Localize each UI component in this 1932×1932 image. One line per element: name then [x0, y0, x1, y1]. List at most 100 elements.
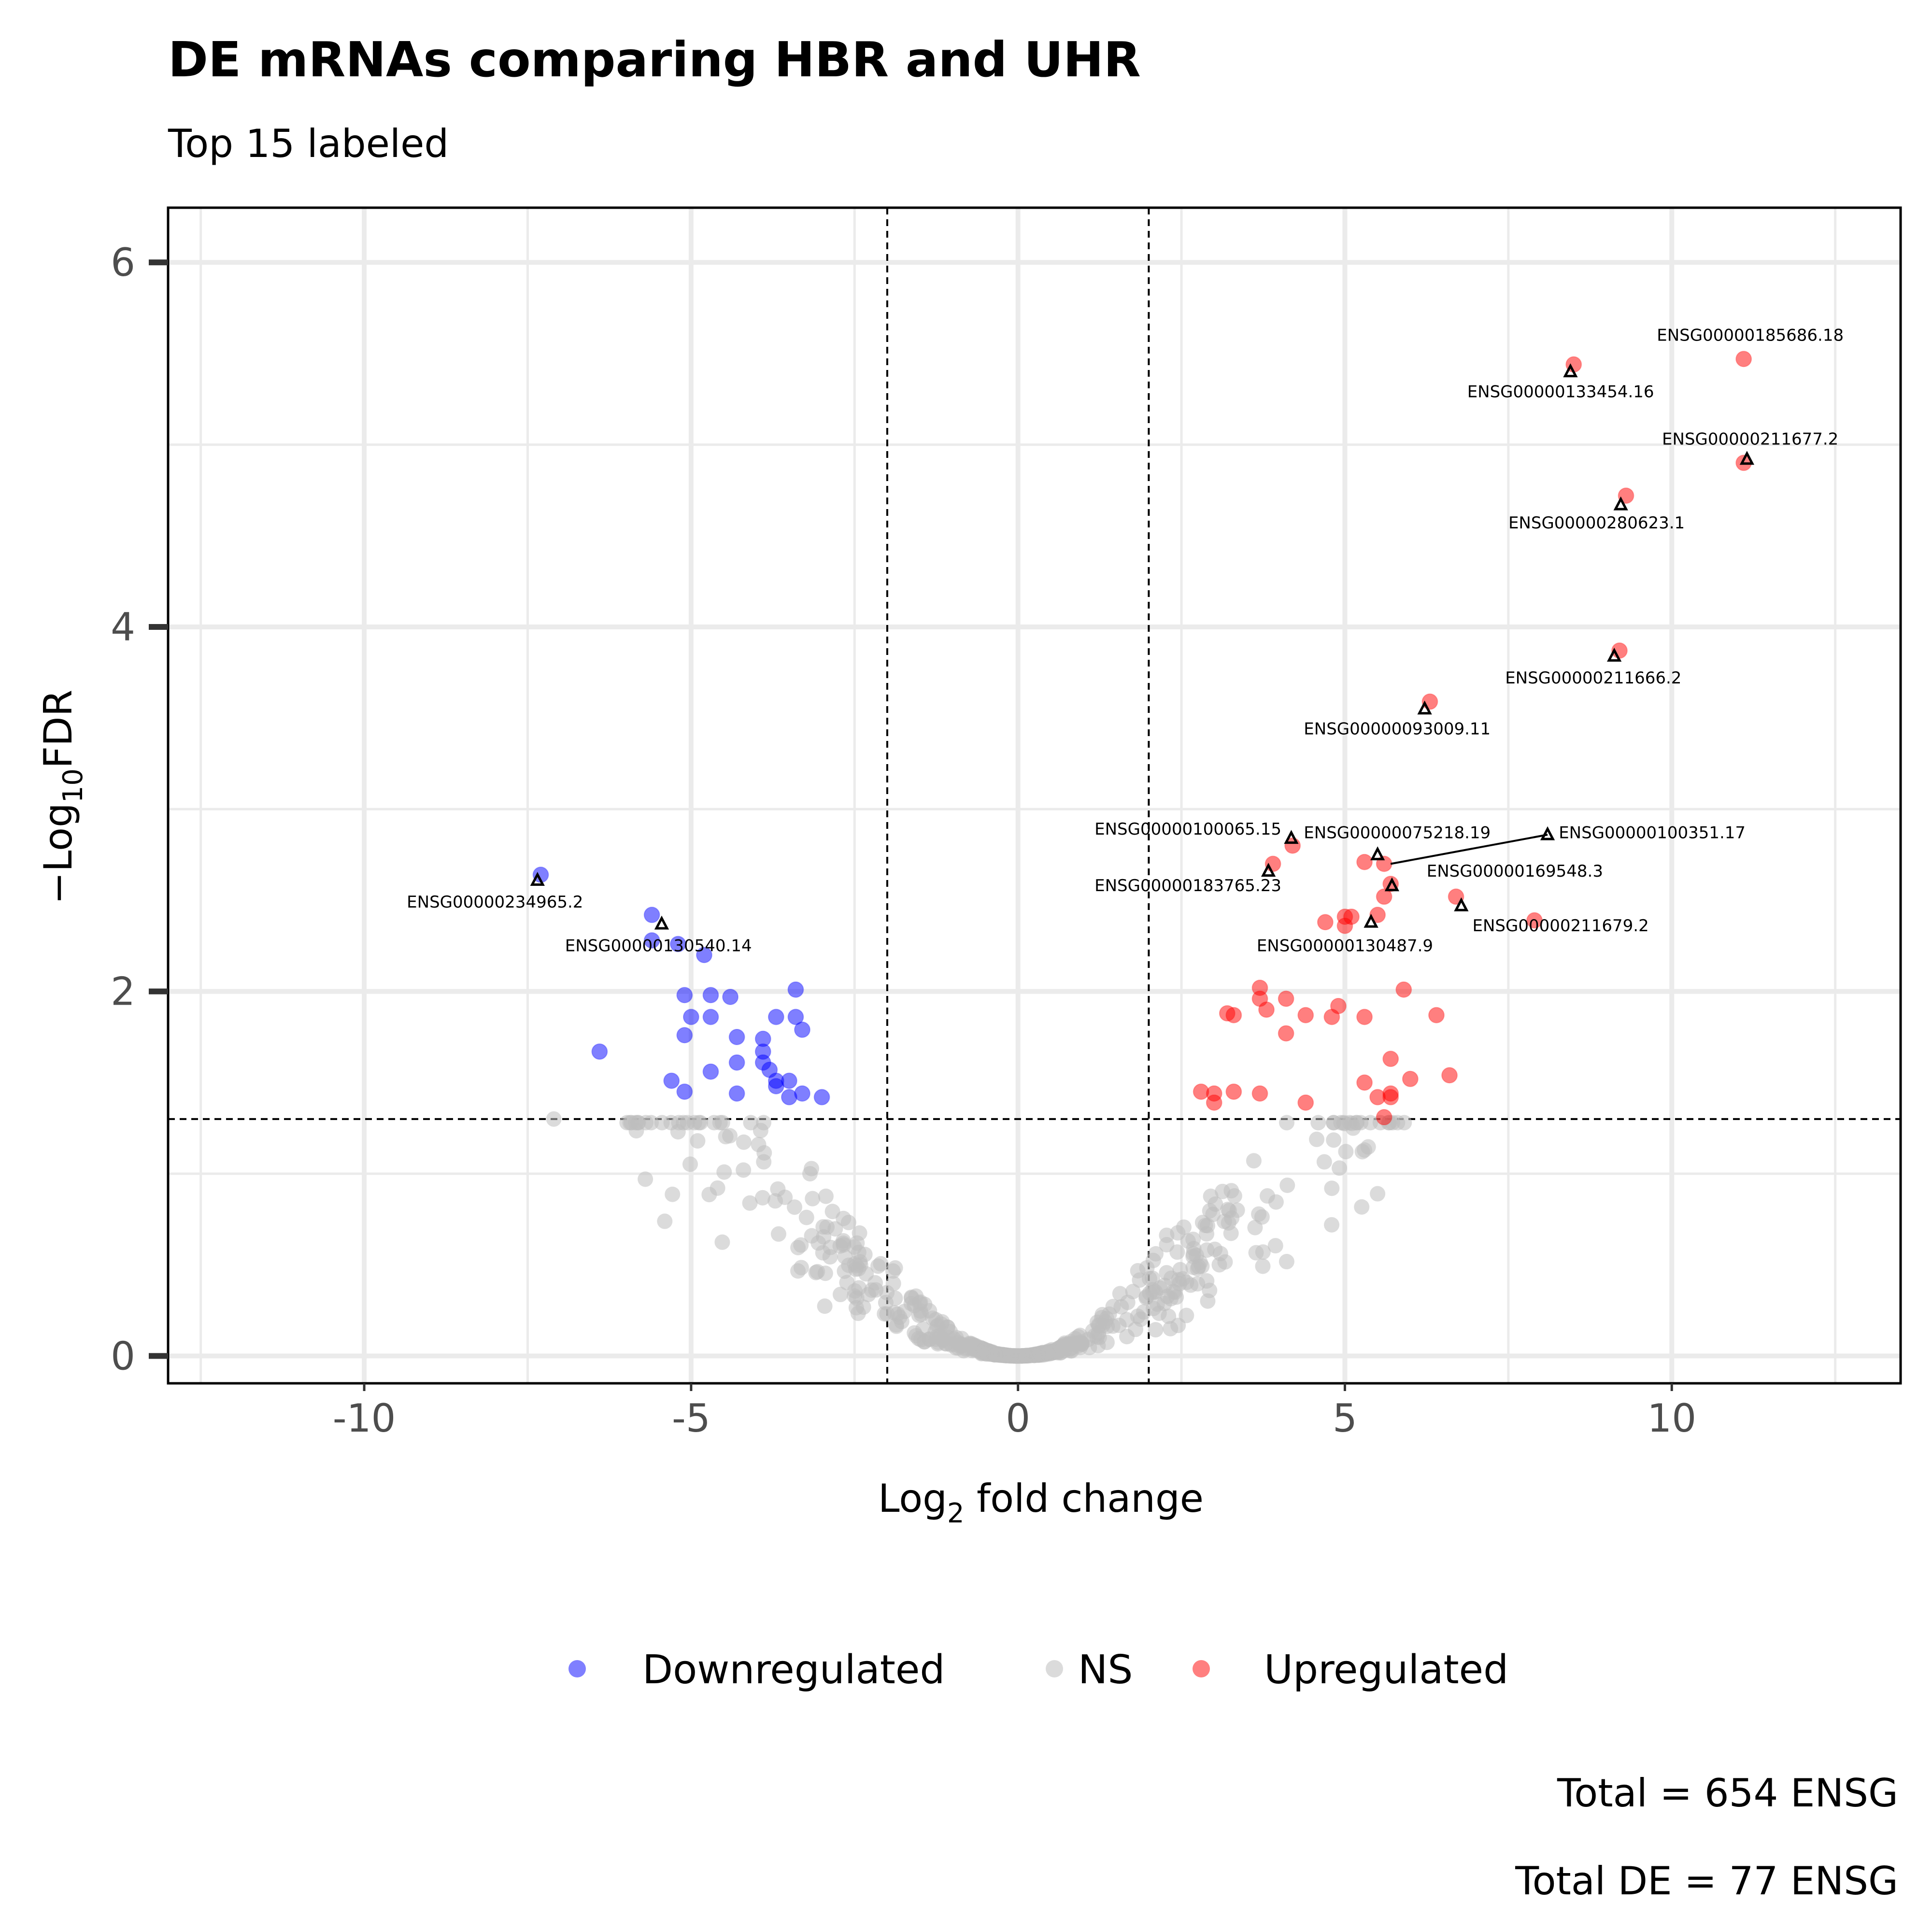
upregulated-point	[1297, 1007, 1314, 1023]
ns-point	[1316, 1154, 1332, 1170]
upregulated-point	[1382, 1051, 1399, 1067]
x-axis-title: Log2 fold change	[878, 1476, 1204, 1529]
ns-point	[870, 1258, 886, 1274]
gene-label: ENSG00000185686.18	[1657, 326, 1844, 345]
downregulated-point	[702, 1063, 719, 1080]
ns-point	[1172, 1262, 1188, 1278]
ns-point	[742, 1195, 758, 1211]
x-tick-label: 5	[1333, 1396, 1357, 1441]
ns-point	[1247, 1220, 1263, 1236]
x-tick-label: -5	[672, 1396, 710, 1441]
ns-point	[1255, 1258, 1271, 1274]
chart-subtitle: Top 15 labeled	[168, 121, 449, 166]
ns-point	[1324, 1217, 1340, 1233]
ns-point	[682, 1156, 698, 1172]
panel-border	[167, 206, 1902, 1385]
ns-point	[1309, 1131, 1325, 1147]
ns-point	[1345, 1120, 1361, 1136]
ns-point	[1223, 1225, 1239, 1241]
ns-point	[718, 1129, 734, 1145]
ns-point	[815, 1245, 831, 1261]
ns-point	[1039, 1345, 1055, 1361]
upregulated-point	[1297, 1094, 1314, 1111]
upregulated-point	[1225, 1083, 1242, 1100]
ns-point	[754, 1190, 770, 1206]
ns-point	[1199, 1273, 1215, 1289]
ns-point	[1183, 1277, 1199, 1293]
ns-point	[1255, 1244, 1271, 1260]
ns-point	[940, 1319, 956, 1335]
ns-point	[743, 1115, 759, 1131]
upregulated-point	[1356, 1009, 1373, 1025]
arrow-head	[1613, 496, 1628, 511]
caption-total-de: Total DE = 77 ENSG	[1515, 1859, 1898, 1904]
plot-panel: ENSG00000185686.18 ENSG00000133454.16 ENSG…	[167, 206, 1902, 1385]
ns-point	[835, 1236, 851, 1251]
upregulated-point	[1395, 981, 1412, 998]
ns-point	[638, 1171, 653, 1187]
ns-point	[1215, 1183, 1231, 1199]
downregulated-point	[781, 1072, 797, 1089]
ns-point	[1246, 1153, 1262, 1169]
downregulated-point	[702, 1009, 719, 1025]
ns-point	[851, 1280, 867, 1296]
legend-label-upregulated: Upregulated	[1264, 1647, 1508, 1693]
arrow-head	[1417, 700, 1432, 715]
ns-point	[849, 1235, 865, 1251]
ns-point	[657, 1213, 673, 1229]
ns-point	[1080, 1332, 1096, 1348]
ns-point	[1063, 1334, 1079, 1350]
gene-label: ENSG00000211677.2	[1662, 430, 1838, 449]
ns-point	[1324, 1180, 1340, 1196]
arrow-head	[530, 872, 545, 886]
ns-point	[1259, 1188, 1275, 1204]
ns-point	[690, 1133, 706, 1149]
gene-label: ENSG00000093009.11	[1304, 720, 1491, 739]
caption-total: Total = 654 ENSG	[1557, 1771, 1898, 1816]
ns-point	[1357, 1142, 1373, 1158]
ns-point	[887, 1260, 903, 1276]
downregulated-point	[794, 1085, 810, 1102]
downregulated-point	[682, 1009, 699, 1025]
upregulated-point	[1278, 1025, 1294, 1042]
threshold-lines	[168, 208, 1901, 1383]
downregulated-point	[696, 947, 712, 964]
arrow-head	[1540, 826, 1555, 840]
downregulated-point	[728, 1054, 745, 1071]
ns-point	[805, 1191, 821, 1207]
upregulated-point	[1428, 1007, 1445, 1023]
ns-point	[1202, 1203, 1218, 1219]
upregulated-point	[1336, 917, 1353, 934]
ns-point	[1370, 1186, 1386, 1202]
upregulated-point	[1369, 907, 1386, 923]
ns-point	[793, 1237, 809, 1253]
ns-point	[714, 1234, 730, 1250]
ns-point	[908, 1288, 924, 1304]
gene-label: ENSG00000280623.1	[1508, 513, 1685, 533]
ns-point	[1141, 1271, 1157, 1287]
ns-point	[819, 1219, 835, 1235]
ns-point	[706, 1115, 722, 1131]
ns-point	[665, 1186, 681, 1202]
ns-point	[818, 1188, 834, 1204]
upregulated-point	[1206, 1094, 1222, 1111]
ns-point	[1169, 1244, 1185, 1260]
gene-label: ENSG00000169548.3	[1427, 862, 1603, 881]
ns-point	[798, 1209, 814, 1225]
downregulated-point	[728, 1029, 745, 1046]
upregulated-point	[1323, 1009, 1340, 1025]
upregulated-point	[1735, 351, 1752, 368]
gene-label: ENSG00000100351.17	[1559, 824, 1746, 843]
ns-point	[889, 1318, 905, 1334]
upregulated-point	[1356, 1074, 1373, 1091]
ns-point	[802, 1166, 818, 1182]
ns-point	[1279, 1115, 1295, 1131]
ns-point	[879, 1285, 895, 1301]
upregulated-point	[1225, 1007, 1242, 1023]
gene-label: ENSG00000211666.2	[1505, 668, 1681, 688]
ns-point	[1170, 1318, 1186, 1334]
arrow-head	[1261, 863, 1276, 877]
ns-point	[1194, 1215, 1210, 1231]
x-tick-label: 10	[1647, 1396, 1696, 1441]
ns-point	[670, 1124, 686, 1140]
